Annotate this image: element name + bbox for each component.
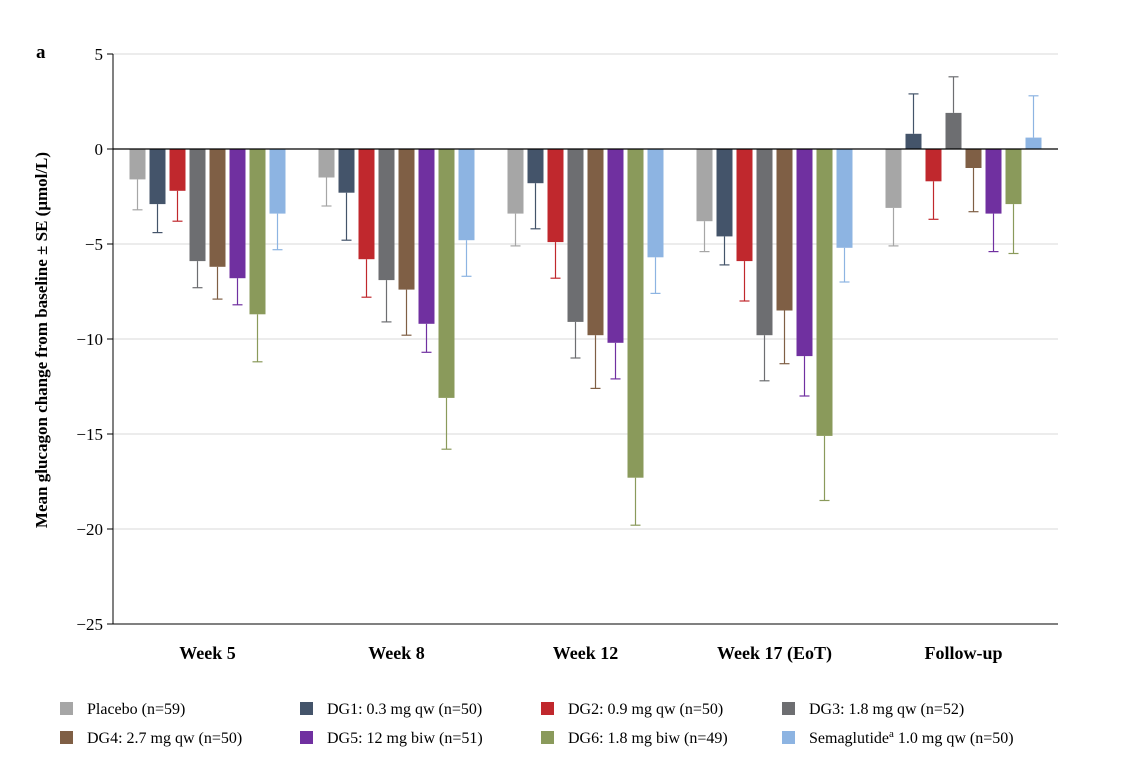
error-bars <box>132 76 1039 526</box>
bar <box>985 149 1002 214</box>
legend: Placebo (n=59) DG1: 0.3 mg qw (n=50) DG2: … <box>60 701 1014 747</box>
bars <box>129 112 1042 478</box>
legend-swatch <box>541 702 554 715</box>
bar <box>756 149 773 336</box>
legend-swatch <box>782 702 795 715</box>
bar <box>925 149 942 182</box>
bar <box>905 133 922 149</box>
y-axis-label: Mean glucagon change from baseline ± SE … <box>32 152 51 528</box>
legend-label: DG4: 2.7 mg qw (n=50) <box>87 730 242 747</box>
bar <box>527 149 544 184</box>
legend-label: DG6: 1.8 mg biw (n=49) <box>568 730 728 747</box>
legend-swatch <box>541 731 554 744</box>
y-tick-label: −25 <box>76 615 103 634</box>
legend-label: Semaglutidea 1.0 mg qw (n=50) <box>809 728 1014 747</box>
panel-label: a <box>36 42 46 63</box>
x-category-label: Week 17 (EoT) <box>717 643 832 664</box>
bar <box>567 149 584 322</box>
legend-label: DG3: 1.8 mg qw (n=52) <box>809 701 964 718</box>
bar <box>796 149 813 357</box>
legend-swatch <box>300 702 313 715</box>
legend-label: DG5: 12 mg biw (n=51) <box>327 730 483 747</box>
bar <box>378 149 395 281</box>
bar <box>149 149 166 205</box>
bar <box>418 149 435 324</box>
bar <box>716 149 733 237</box>
legend-label: DG2: 0.9 mg qw (n=50) <box>568 701 723 718</box>
bar <box>507 149 524 214</box>
bar <box>169 149 186 191</box>
bar <box>736 149 753 262</box>
bar <box>627 149 644 478</box>
gridlines <box>113 53 1058 530</box>
bar <box>189 149 206 262</box>
bar <box>696 149 713 222</box>
x-category-label: Week 5 <box>179 643 236 663</box>
legend-swatch <box>60 731 73 744</box>
bar <box>458 149 475 241</box>
legend-label: Placebo (n=59) <box>87 701 185 718</box>
bar <box>249 149 266 315</box>
legend-label: DG1: 0.3 mg qw (n=50) <box>327 701 482 718</box>
y-tick-label: −5 <box>85 235 103 254</box>
y-tick-label: 5 <box>95 45 104 64</box>
legend-swatch <box>60 702 73 715</box>
y-tick-label: 0 <box>95 140 104 159</box>
x-category-label: Week 12 <box>553 643 619 663</box>
y-tick-label: −20 <box>76 520 103 539</box>
bar <box>269 149 286 214</box>
bar <box>398 149 415 290</box>
bar <box>965 149 982 168</box>
bar <box>1005 149 1022 205</box>
bar <box>338 149 355 193</box>
bar <box>358 149 375 260</box>
y-tick-label: −10 <box>76 330 103 349</box>
bar <box>438 149 455 398</box>
legend-swatch <box>300 731 313 744</box>
x-category-label: Follow-up <box>924 643 1002 663</box>
bar <box>816 149 833 436</box>
bar <box>209 149 226 267</box>
y-tick-label: −15 <box>76 425 103 444</box>
bar <box>945 112 962 149</box>
bar <box>129 149 146 180</box>
legend-swatch <box>782 731 795 744</box>
bar <box>836 149 853 248</box>
x-category-label: Week 8 <box>368 643 425 663</box>
bar <box>607 149 624 343</box>
bar <box>229 149 246 279</box>
bar <box>776 149 793 311</box>
bar <box>547 149 564 243</box>
bar <box>587 149 604 336</box>
axes: 5 0 −5 −10 −15 −20 −25 Week 5 Week 8 Week 12 Week … <box>76 45 1058 664</box>
bar <box>885 149 902 208</box>
bar <box>318 149 335 178</box>
bar <box>647 149 664 258</box>
bar <box>1025 137 1042 149</box>
